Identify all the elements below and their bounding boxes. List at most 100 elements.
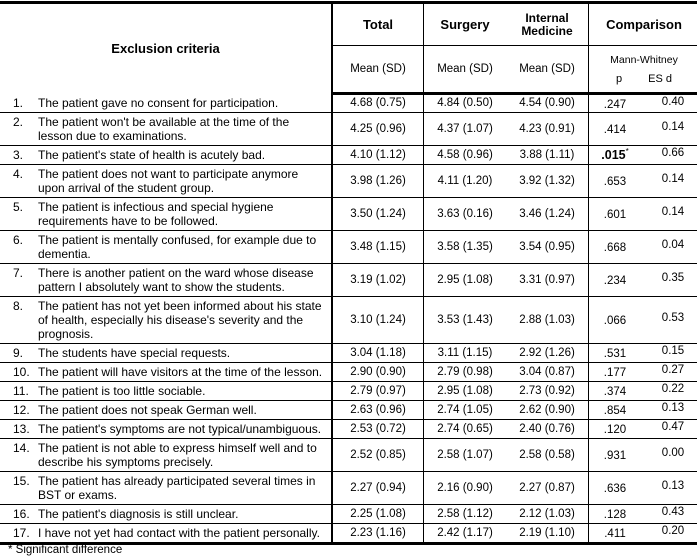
- p-value-text: .931: [603, 449, 627, 462]
- es-d-value: 0.43: [661, 506, 685, 519]
- comparison-cell: .854 0.13: [588, 400, 697, 420]
- header-total: Total: [332, 1, 424, 46]
- p-value: .066: [598, 312, 632, 327]
- total-mean-sd: 2.27 (0.94): [332, 471, 424, 505]
- p-value: .411: [598, 525, 632, 540]
- p-label: p: [616, 72, 623, 85]
- criterion-text: The patient won't be available at the ti…: [38, 114, 290, 143]
- criterion-text: The patient will have visitors at the ti…: [38, 364, 323, 379]
- criterion-number: 6.: [13, 232, 24, 247]
- total-mean-sd: 3.10 (1.24): [332, 296, 424, 344]
- criterion-cell: 13. The patient's symptoms are not typica…: [0, 419, 333, 439]
- p-value-text: .015: [601, 147, 626, 162]
- header-comparison: Comparison: [588, 1, 697, 46]
- criterion-text: The students have special requests.: [38, 345, 231, 360]
- criterion-cell: 10. The patient will have visitors at the…: [0, 362, 333, 382]
- criterion-number: 10.: [13, 364, 30, 379]
- es-d-value: 0.13: [661, 402, 685, 415]
- p-value: .414: [598, 121, 632, 136]
- table-row: 7. There is another patient on the ward w…: [0, 263, 697, 297]
- criterion-text: The patient has already participated sev…: [38, 473, 316, 502]
- p-value: .247: [598, 96, 632, 111]
- p-value: .601: [598, 206, 632, 221]
- surgery-mean-sd: 2.95 (1.08): [423, 263, 506, 297]
- header-mann-whitney: Mann-Whitney p ES d: [588, 45, 697, 95]
- comparison-cell: .411 0.20: [588, 523, 697, 545]
- p-value-text: .854: [603, 404, 627, 417]
- surgery-mean-sd: 2.42 (1.17): [423, 523, 506, 545]
- p-value: .177: [598, 364, 632, 379]
- criterion-text: I have not yet had contact with the pati…: [38, 525, 320, 540]
- surgery-mean-sd: 3.63 (0.16): [423, 197, 506, 231]
- im-mean-sd: 3.46 (1.24): [506, 197, 589, 231]
- table-row: 16. The patient's diagnosis is still uncl…: [0, 504, 697, 524]
- im-mean-sd: 2.19 (1.10): [506, 523, 589, 545]
- table-row: 10. The patient will have visitors at the…: [0, 362, 697, 382]
- p-value-text: .066: [603, 314, 627, 327]
- surgery-mean-sd: 4.84 (0.50): [423, 93, 506, 113]
- table-row: 2. The patient won't be available at the …: [0, 112, 697, 146]
- surgery-mean-sd: 2.79 (0.98): [423, 362, 506, 382]
- criterion-cell: 2. The patient won't be available at the …: [0, 112, 333, 146]
- im-mean-sd: 2.73 (0.92): [506, 381, 589, 401]
- criterion-text: The patient is infectious and special hy…: [38, 199, 274, 228]
- comparison-cell: .668 0.04: [588, 230, 697, 264]
- es-d-value: 0.66: [661, 147, 685, 160]
- table-row: 3. The patient's state of health is acute…: [0, 145, 697, 165]
- p-value: .636: [598, 480, 632, 495]
- criterion-cell: 16. The patient's diagnosis is still uncl…: [0, 504, 333, 524]
- header-internal-medicine: Internal Medicine: [506, 1, 589, 46]
- comparison-cell: .653 0.14: [588, 164, 697, 198]
- comparison-cell: .247 0.40: [588, 93, 697, 113]
- header-surgery: Surgery: [423, 1, 506, 46]
- criterion-number: 12.: [13, 402, 30, 417]
- criterion-cell: 1. The patient gave no consent for partic…: [0, 93, 333, 113]
- criterion-cell: 14. The patient is not able to express hi…: [0, 438, 333, 472]
- im-mean-sd: 2.40 (0.76): [506, 419, 589, 439]
- criterion-number: 1.: [13, 95, 24, 110]
- criterion-cell: 11. The patient is too little sociable.: [0, 381, 333, 401]
- p-value: .854: [598, 402, 632, 417]
- p-value-text: .177: [603, 366, 627, 379]
- im-mean-sd: 4.54 (0.90): [506, 93, 589, 113]
- p-value-text: .234: [603, 274, 627, 287]
- p-value: .374: [598, 383, 632, 398]
- criterion-cell: 9. The students have special requests.: [0, 343, 333, 363]
- surgery-mean-sd: 2.74 (1.05): [423, 400, 506, 420]
- criterion-number: 13.: [13, 421, 30, 436]
- criterion-number: 5.: [13, 199, 24, 214]
- criterion-text: The patient is too little sociable.: [38, 383, 206, 398]
- p-value-text: .411: [604, 527, 626, 540]
- total-mean-sd: 3.19 (1.02): [332, 263, 424, 297]
- total-mean-sd: 3.48 (1.15): [332, 230, 424, 264]
- es-d-value: 0.04: [661, 239, 685, 252]
- criterion-cell: 12. The patient does not speak German wel…: [0, 400, 333, 420]
- criterion-cell: 17. I have not yet had contact with the p…: [0, 523, 333, 545]
- criterion-number: 3.: [13, 147, 24, 162]
- p-value: .931: [598, 447, 632, 462]
- im-mean-sd: 3.04 (0.87): [506, 362, 589, 382]
- header-im-mean-sd: Mean (SD): [506, 45, 589, 95]
- total-mean-sd: 4.10 (1.12): [332, 145, 424, 165]
- p-value: .668: [598, 239, 632, 254]
- surgery-mean-sd: 4.58 (0.96): [423, 145, 506, 165]
- p-value-text: .128: [603, 508, 627, 521]
- criterion-text: The patient is mentally confused, for ex…: [38, 232, 317, 261]
- total-mean-sd: 4.68 (0.75): [332, 93, 424, 113]
- criterion-number: 2.: [13, 114, 24, 129]
- p-value-text: .531: [603, 347, 627, 360]
- criterion-text: The patient gave no consent for particip…: [38, 95, 279, 110]
- im-mean-sd: 2.27 (0.87): [506, 471, 589, 505]
- es-d-value: 0.40: [661, 95, 685, 108]
- es-d-value: 0.47: [661, 421, 685, 434]
- p-value-text: .374: [603, 385, 627, 398]
- criterion-number: 15.: [13, 473, 30, 488]
- total-mean-sd: 2.79 (0.97): [332, 381, 424, 401]
- p-value-text: .414: [603, 123, 627, 136]
- p-value: .015*: [598, 147, 632, 162]
- comparison-cell: .636 0.13: [588, 471, 697, 505]
- surgery-mean-sd: 4.37 (1.07): [423, 112, 506, 146]
- im-mean-sd: 3.88 (1.11): [506, 145, 589, 165]
- comparison-cell: .234 0.35: [588, 263, 697, 297]
- es-d-value: 0.20: [661, 525, 685, 538]
